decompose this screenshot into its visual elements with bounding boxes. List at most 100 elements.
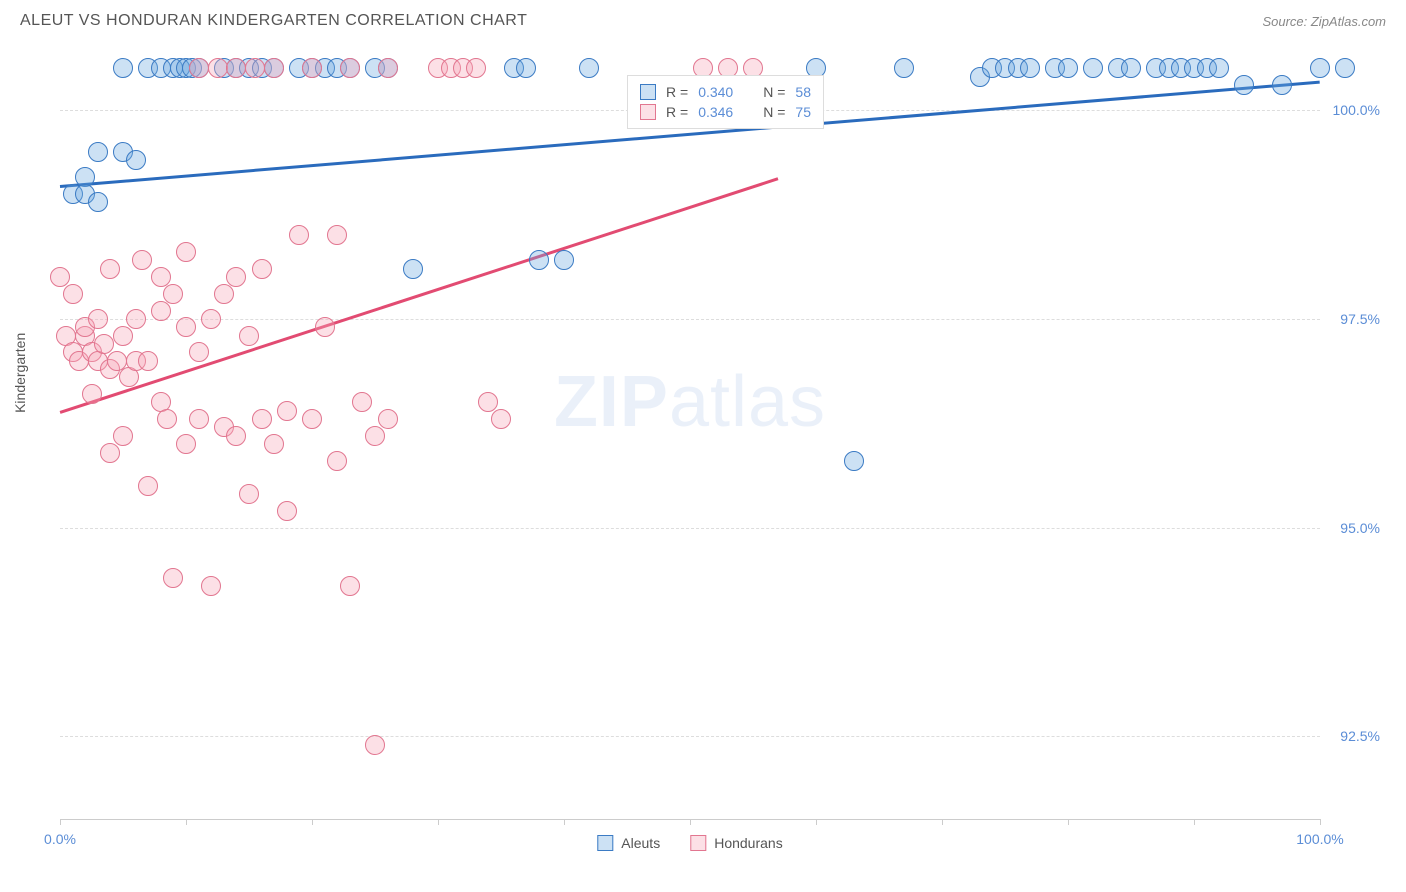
scatter-point-hondurans <box>176 317 196 337</box>
legend-r-value: 0.340 <box>698 84 733 100</box>
legend-r-value: 0.346 <box>698 104 733 120</box>
y-tick-label: 97.5% <box>1340 311 1380 327</box>
x-tick <box>690 819 691 825</box>
chart-header: ALEUT VS HONDURAN KINDERGARTEN CORRELATI… <box>0 0 1406 38</box>
scatter-point-hondurans <box>88 309 108 329</box>
scatter-point-hondurans <box>214 284 234 304</box>
grid-line <box>60 736 1320 737</box>
x-tick <box>438 819 439 825</box>
scatter-point-hondurans <box>163 284 183 304</box>
scatter-point-hondurans <box>239 484 259 504</box>
scatter-point-aleuts <box>88 192 108 212</box>
legend-label: Aleuts <box>621 835 660 851</box>
scatter-point-hondurans <box>340 58 360 78</box>
legend-label: Hondurans <box>714 835 783 851</box>
y-axis-label: Kindergarten <box>12 333 28 413</box>
legend-swatch <box>640 104 656 120</box>
legend-swatch <box>690 835 706 851</box>
scatter-point-hondurans <box>63 284 83 304</box>
chart-source: Source: ZipAtlas.com <box>1262 14 1386 29</box>
legend-r-label: R = <box>666 104 688 120</box>
scatter-point-hondurans <box>189 58 209 78</box>
scatter-point-aleuts <box>1272 75 1292 95</box>
scatter-point-hondurans <box>315 317 335 337</box>
grid-line <box>60 319 1320 320</box>
x-tick <box>1194 819 1195 825</box>
y-tick-label: 100.0% <box>1333 102 1380 118</box>
scatter-point-hondurans <box>226 58 246 78</box>
scatter-point-hondurans <box>365 426 385 446</box>
scatter-point-hondurans <box>239 326 259 346</box>
scatter-point-hondurans <box>82 384 102 404</box>
scatter-point-hondurans <box>352 392 372 412</box>
x-tick-label: 0.0% <box>44 831 76 847</box>
scatter-point-hondurans <box>252 409 272 429</box>
legend-swatch <box>597 835 613 851</box>
x-tick <box>312 819 313 825</box>
plot-area: ZIPatlas 92.5%95.0%97.5%100.0%0.0%100.0%… <box>60 60 1320 820</box>
scatter-point-hondurans <box>289 225 309 245</box>
scatter-point-hondurans <box>340 576 360 596</box>
scatter-point-hondurans <box>327 225 347 245</box>
scatter-point-hondurans <box>176 434 196 454</box>
legend-n-label: N = <box>763 84 785 100</box>
legend-item: Hondurans <box>690 835 783 851</box>
scatter-point-hondurans <box>277 501 297 521</box>
chart-title: ALEUT VS HONDURAN KINDERGARTEN CORRELATI… <box>20 12 527 30</box>
scatter-point-hondurans <box>100 259 120 279</box>
x-tick <box>816 819 817 825</box>
scatter-point-aleuts <box>1058 58 1078 78</box>
scatter-point-aleuts <box>554 250 574 270</box>
scatter-point-aleuts <box>1209 58 1229 78</box>
scatter-point-hondurans <box>138 476 158 496</box>
legend-n-value: 75 <box>795 104 811 120</box>
legend-r-label: R = <box>666 84 688 100</box>
scatter-point-hondurans <box>157 409 177 429</box>
scatter-point-hondurans <box>126 309 146 329</box>
x-tick <box>942 819 943 825</box>
scatter-point-hondurans <box>201 576 221 596</box>
scatter-point-aleuts <box>113 58 133 78</box>
scatter-point-hondurans <box>226 267 246 287</box>
scatter-point-hondurans <box>378 409 398 429</box>
y-tick-label: 92.5% <box>1340 728 1380 744</box>
scatter-point-hondurans <box>163 568 183 588</box>
scatter-point-hondurans <box>264 434 284 454</box>
correlation-legend: R =0.340N =58R =0.346N =75 <box>627 75 824 129</box>
series-legend: Aleuts Hondurans <box>597 835 782 851</box>
scatter-point-hondurans <box>327 451 347 471</box>
scatter-point-aleuts <box>1335 58 1355 78</box>
scatter-point-aleuts <box>1234 75 1254 95</box>
x-tick <box>564 819 565 825</box>
scatter-point-hondurans <box>264 58 284 78</box>
legend-row: R =0.340N =58 <box>640 82 811 102</box>
scatter-point-aleuts <box>516 58 536 78</box>
scatter-point-hondurans <box>277 401 297 421</box>
scatter-point-hondurans <box>201 309 221 329</box>
legend-n-label: N = <box>763 104 785 120</box>
scatter-point-hondurans <box>466 58 486 78</box>
watermark: ZIPatlas <box>554 361 826 443</box>
scatter-point-hondurans <box>113 426 133 446</box>
scatter-point-hondurans <box>491 409 511 429</box>
x-tick <box>186 819 187 825</box>
x-tick <box>60 819 61 825</box>
scatter-point-aleuts <box>894 58 914 78</box>
scatter-point-aleuts <box>1121 58 1141 78</box>
legend-row: R = 0.346 N = 75 <box>640 102 811 122</box>
scatter-point-hondurans <box>132 250 152 270</box>
scatter-point-hondurans <box>176 242 196 262</box>
scatter-point-aleuts <box>88 142 108 162</box>
legend-item: Aleuts <box>597 835 660 851</box>
scatter-point-hondurans <box>365 735 385 755</box>
scatter-point-hondurans <box>302 409 322 429</box>
x-tick <box>1068 819 1069 825</box>
grid-line <box>60 528 1320 529</box>
legend-swatch <box>640 84 656 100</box>
scatter-point-hondurans <box>245 58 265 78</box>
scatter-point-hondurans <box>138 351 158 371</box>
scatter-point-hondurans <box>378 58 398 78</box>
scatter-point-hondurans <box>151 301 171 321</box>
scatter-point-aleuts <box>1310 58 1330 78</box>
scatter-point-hondurans <box>252 259 272 279</box>
